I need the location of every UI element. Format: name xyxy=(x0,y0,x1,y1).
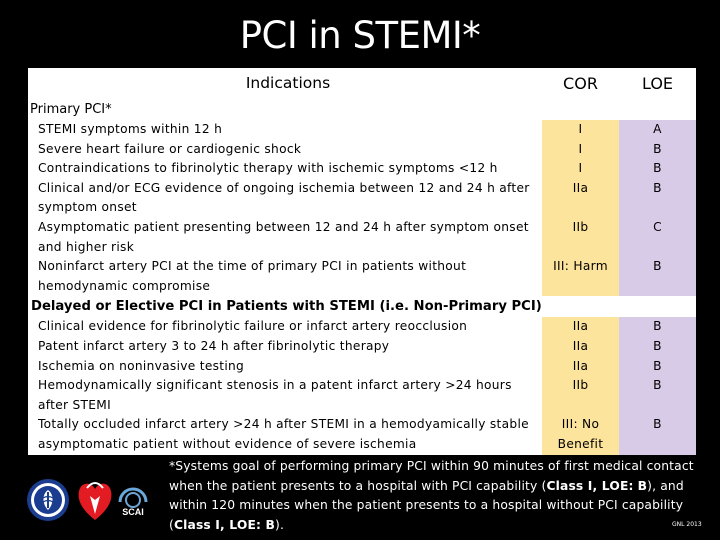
indication-line: STEMI symptoms within 12 h xyxy=(38,122,223,136)
indication-line: symptom onset xyxy=(38,200,137,215)
recommendation-row: Totally occluded infarct artery >24 h af… xyxy=(28,415,696,455)
indication-cell: Totally occluded infarct artery >24 h af… xyxy=(28,415,542,455)
cor-cell: III: No Benefit xyxy=(542,415,619,455)
indication-line: Hemodynamically significant stenosis in … xyxy=(38,378,512,393)
footnote-bold-2: B xyxy=(637,478,648,493)
indication-line: hemodynamic compromise xyxy=(38,278,211,293)
footnote-text-1: *Systems goal of performing primary PCI … xyxy=(169,459,694,493)
loe-cell: C xyxy=(619,217,696,258)
loe-value: C xyxy=(653,219,662,234)
cor-value: IIa xyxy=(572,319,589,334)
indication-line: Severe heart failure or cardiogenic shoc… xyxy=(38,141,302,156)
footnote-bold-1: Class I, LOE: xyxy=(546,478,634,493)
indication-cell: STEMI symptoms within 12 h Severe heart f… xyxy=(28,120,542,218)
footnote: *Systems goal of performing primary PCI … xyxy=(169,457,714,535)
table-header-row: Indications COR LOE xyxy=(28,68,696,99)
indication-line: Noninfarct artery PCI at the time of pri… xyxy=(38,259,467,274)
cor-cell: I I I IIa xyxy=(542,120,619,218)
cor-value: IIb xyxy=(572,378,589,393)
indication-line: after STEMI xyxy=(38,397,111,412)
cor-value: IIa xyxy=(572,338,589,353)
loe-value: B xyxy=(653,417,662,432)
section-header-row: Primary PCI* xyxy=(28,99,696,120)
loe-value: B xyxy=(653,141,662,156)
accf-seal-logo xyxy=(27,479,69,521)
cor-value: I xyxy=(578,161,583,176)
indication-line: Ischemia on noninvasive testing xyxy=(38,358,245,373)
footnote-bold-3: Class I, LOE: B xyxy=(173,517,276,532)
cor-value: III: Harm xyxy=(553,259,608,274)
cor-header: COR xyxy=(542,68,619,99)
recommendation-row: Clinical evidence for fibrinolytic failu… xyxy=(28,317,696,416)
cor-value: IIa xyxy=(572,358,589,373)
loe-header: LOE xyxy=(619,68,696,99)
footnote-text-3: ), and within 120 minutes when the patie… xyxy=(169,478,684,532)
recommendation-row: Noninfarct artery PCI at the time of pri… xyxy=(28,257,696,297)
cor-value: III: No xyxy=(561,417,600,432)
cor-value: IIa xyxy=(572,180,589,195)
loe-value: A xyxy=(653,122,662,136)
cor-value: I xyxy=(578,141,583,156)
cor-value: I xyxy=(578,122,583,136)
indication-cell: Asymptomatic patient presenting between … xyxy=(28,217,542,258)
indication-line: and higher risk xyxy=(38,239,135,254)
loe-value: B xyxy=(653,161,662,176)
section-loe-blank xyxy=(619,99,696,120)
section-cor-blank xyxy=(542,99,619,120)
indication-line: Contraindications to fibrinolytic therap… xyxy=(38,161,498,176)
section-header-row: Delayed or Elective PCI in Patients with… xyxy=(28,296,696,318)
indication-line: Clinical and/or ECG evidence of ongoing … xyxy=(38,180,530,195)
section-label: Delayed or Elective PCI in Patients with… xyxy=(28,296,696,318)
scai-logo-text: SCAI xyxy=(122,507,144,517)
loe-cell: B xyxy=(619,257,696,297)
section-label: Primary PCI* xyxy=(28,99,542,120)
loe-cell: B xyxy=(619,415,696,455)
loe-value: B xyxy=(653,338,662,353)
loe-value: B xyxy=(653,358,662,373)
indication-line: Patent infarct artery 3 to 24 h after fi… xyxy=(38,338,390,353)
cor-value: IIb xyxy=(572,219,589,234)
indication-cell: Clinical evidence for fibrinolytic failu… xyxy=(28,317,542,416)
cor-cell: IIb xyxy=(542,217,619,258)
recommendation-row: Asymptomatic patient presenting between … xyxy=(28,217,696,258)
citation: GNL 2013 xyxy=(672,521,702,528)
footnote-text-4: ). xyxy=(275,517,285,532)
indication-line: Asymptomatic patient presenting between … xyxy=(38,219,529,234)
indication-cell: Noninfarct artery PCI at the time of pri… xyxy=(28,257,542,297)
indications-header: Indications xyxy=(28,68,542,99)
cor-cell: IIa IIa IIa IIb xyxy=(542,317,619,416)
recommendation-row: STEMI symptoms within 12 h Severe heart f… xyxy=(28,120,696,218)
cor-cell: III: Harm xyxy=(542,257,619,297)
loe-value: B xyxy=(653,259,662,274)
recommendations-table: Indications COR LOE Primary PCI* STEMI sy… xyxy=(28,68,696,455)
page-title: PCI in STEMI* xyxy=(239,14,481,57)
indication-line: Totally occluded infarct artery >24 h af… xyxy=(38,417,529,432)
loe-value: B xyxy=(653,319,662,334)
aha-heart-logo xyxy=(78,482,112,520)
loe-value: B xyxy=(653,180,662,195)
indication-line: Clinical evidence for fibrinolytic failu… xyxy=(38,319,468,334)
loe-value: B xyxy=(653,378,662,393)
cor-value: Benefit xyxy=(557,436,604,451)
indication-line: asymptomatic patient without evidence of… xyxy=(38,436,417,451)
scai-logo: SCAI xyxy=(118,487,148,517)
